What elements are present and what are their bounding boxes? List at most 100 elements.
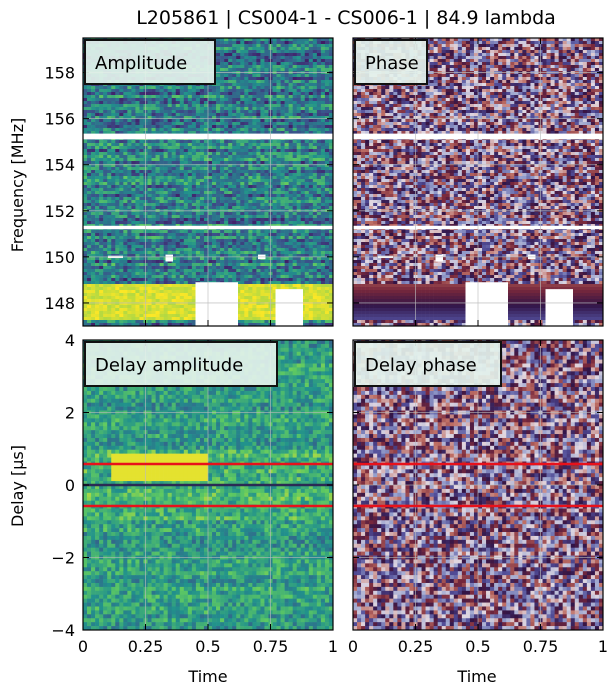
- heatmap-cell: [224, 248, 229, 252]
- heatmap-cell: [208, 251, 213, 255]
- heatmap-cell: [248, 101, 253, 105]
- heatmap-cell: [280, 143, 285, 147]
- heatmap-cell: [147, 239, 152, 243]
- heatmap-cell: [95, 191, 100, 195]
- heatmap-cell: [216, 275, 221, 279]
- heatmap-cell: [256, 236, 261, 240]
- heatmap-cell: [308, 275, 314, 279]
- heatmap-cell: [264, 92, 269, 96]
- heatmap-cell: [256, 173, 261, 177]
- heatmap-cell: [256, 164, 261, 168]
- heatmap-cell: [99, 152, 104, 156]
- heatmap-cell: [187, 263, 193, 267]
- heatmap-cell: [224, 278, 229, 282]
- heatmap-cell: [179, 185, 185, 189]
- heatmap-cell: [272, 101, 277, 105]
- heatmap-cell: [228, 38, 233, 42]
- heatmap-cell: [312, 104, 318, 108]
- heatmap-cell: [328, 131, 333, 135]
- heatmap-cell: [312, 116, 318, 120]
- heatmap-cell: [199, 215, 205, 219]
- heatmap-cell: [220, 173, 225, 177]
- heatmap-cell: [119, 158, 124, 162]
- heatmap-cell: [328, 263, 333, 267]
- heatmap-cell: [119, 179, 124, 183]
- heatmap-cell: [91, 263, 96, 267]
- heatmap-cell: [131, 116, 136, 120]
- heatmap-cell: [107, 233, 112, 237]
- heatmap-cell: [244, 263, 249, 267]
- heatmap-cell: [115, 185, 120, 189]
- heatmap-cell: [328, 260, 333, 264]
- heatmap-cell: [220, 125, 225, 129]
- heatmap-cell: [103, 152, 108, 156]
- heatmap-cell: [292, 260, 298, 264]
- heatmap-cell: [103, 95, 108, 99]
- heatmap-cell: [179, 152, 185, 156]
- heatmap-cell: [135, 170, 140, 174]
- heatmap-cell: [163, 248, 168, 252]
- heatmap-cell: [292, 161, 298, 165]
- heatmap-cell: [83, 197, 88, 201]
- heatmap-cell: [296, 194, 302, 198]
- heatmap-cell: [220, 56, 225, 60]
- heatmap-cell: [187, 194, 193, 198]
- heatmap-cell: [99, 146, 104, 150]
- heatmap-cell: [195, 107, 201, 111]
- heatmap-cell: [107, 185, 112, 189]
- heatmap-cell: [320, 131, 326, 135]
- heatmap-cell: [288, 131, 293, 135]
- heatmap-cell: [220, 110, 225, 114]
- heatmap-cell: [328, 242, 333, 246]
- heatmap-cell: [256, 152, 261, 156]
- heatmap-cell: [139, 233, 144, 237]
- heatmap-cell: [216, 170, 221, 174]
- heatmap-cell: [228, 230, 233, 234]
- heatmap-cell: [328, 161, 333, 165]
- heatmap-cell: [183, 122, 189, 126]
- heatmap-cell: [272, 188, 277, 192]
- heatmap-cell: [228, 251, 233, 255]
- heatmap-cell: [232, 59, 237, 63]
- heatmap-cell: [127, 239, 132, 243]
- heatmap-cell: [127, 155, 132, 159]
- heatmap-cell: [87, 266, 92, 270]
- heatmap-cell: [199, 203, 205, 207]
- heatmap-cell: [191, 188, 197, 192]
- heatmap-cell: [179, 110, 185, 114]
- heatmap-cell: [304, 65, 310, 69]
- heatmap-cell: [272, 155, 277, 159]
- heatmap-cell: [308, 230, 314, 234]
- heatmap-cell: [328, 98, 333, 102]
- heatmap-cell: [252, 146, 257, 150]
- heatmap-cell: [292, 257, 298, 261]
- heatmap-cell: [296, 191, 302, 195]
- heatmap-cell: [139, 251, 144, 255]
- heatmap-cell: [328, 203, 333, 207]
- heatmap-cell: [199, 230, 205, 234]
- heatmap-cell: [284, 95, 289, 99]
- heatmap-cell: [131, 122, 136, 126]
- heatmap-cell: [175, 275, 181, 279]
- heatmap-cell: [312, 194, 318, 198]
- heatmap-cell: [272, 83, 277, 87]
- heatmap-cell: [240, 83, 245, 87]
- heatmap-cell: [304, 62, 310, 66]
- heatmap-cell: [212, 221, 217, 225]
- heatmap-cell: [304, 179, 310, 183]
- heatmap-cell: [292, 47, 298, 51]
- heatmap-cell: [87, 245, 92, 249]
- heatmap-cell: [179, 248, 185, 252]
- heatmap-cell: [212, 116, 217, 120]
- heatmap-cell: [107, 179, 112, 183]
- heatmap-cell: [179, 116, 185, 120]
- heatmap-cell: [224, 245, 229, 249]
- heatmap-cell: [236, 119, 241, 123]
- heatmap-cell: [127, 131, 132, 135]
- heatmap-cell: [252, 83, 257, 87]
- heatmap-cell: [308, 212, 314, 216]
- heatmap-cell: [224, 107, 229, 111]
- heatmap-cell: [83, 92, 88, 96]
- heatmap-cell: [163, 188, 168, 192]
- heatmap-cell: [208, 116, 213, 120]
